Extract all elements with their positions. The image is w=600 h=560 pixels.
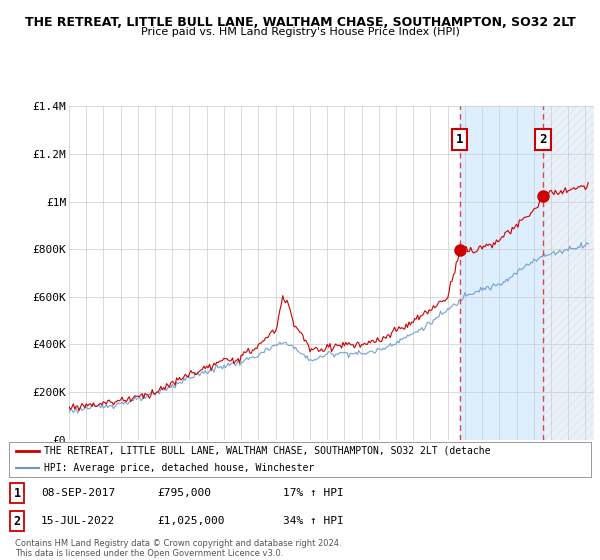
Text: 1: 1	[14, 487, 21, 500]
Bar	[460, 106, 543, 440]
Text: Contains HM Land Registry data © Crown copyright and database right 2024.
This d: Contains HM Land Registry data © Crown c…	[15, 539, 341, 558]
Text: 2: 2	[539, 133, 547, 146]
Text: 34% ↑ HPI: 34% ↑ HPI	[283, 516, 343, 526]
Text: THE RETREAT, LITTLE BULL LANE, WALTHAM CHASE, SOUTHAMPTON, SO32 2LT: THE RETREAT, LITTLE BULL LANE, WALTHAM C…	[25, 16, 575, 29]
Text: THE RETREAT, LITTLE BULL LANE, WALTHAM CHASE, SOUTHAMPTON, SO32 2LT (detache: THE RETREAT, LITTLE BULL LANE, WALTHAM C…	[44, 446, 490, 456]
Text: 17% ↑ HPI: 17% ↑ HPI	[283, 488, 343, 498]
Text: 1: 1	[456, 133, 463, 146]
Text: 08-SEP-2017: 08-SEP-2017	[41, 488, 115, 498]
Text: £1,025,000: £1,025,000	[157, 516, 225, 526]
Text: HPI: Average price, detached house, Winchester: HPI: Average price, detached house, Winc…	[44, 463, 314, 473]
Bar	[543, 106, 594, 440]
Text: £795,000: £795,000	[157, 488, 211, 498]
Text: 15-JUL-2022: 15-JUL-2022	[41, 516, 115, 526]
Text: 2: 2	[14, 515, 21, 528]
Text: Price paid vs. HM Land Registry's House Price Index (HPI): Price paid vs. HM Land Registry's House …	[140, 27, 460, 37]
